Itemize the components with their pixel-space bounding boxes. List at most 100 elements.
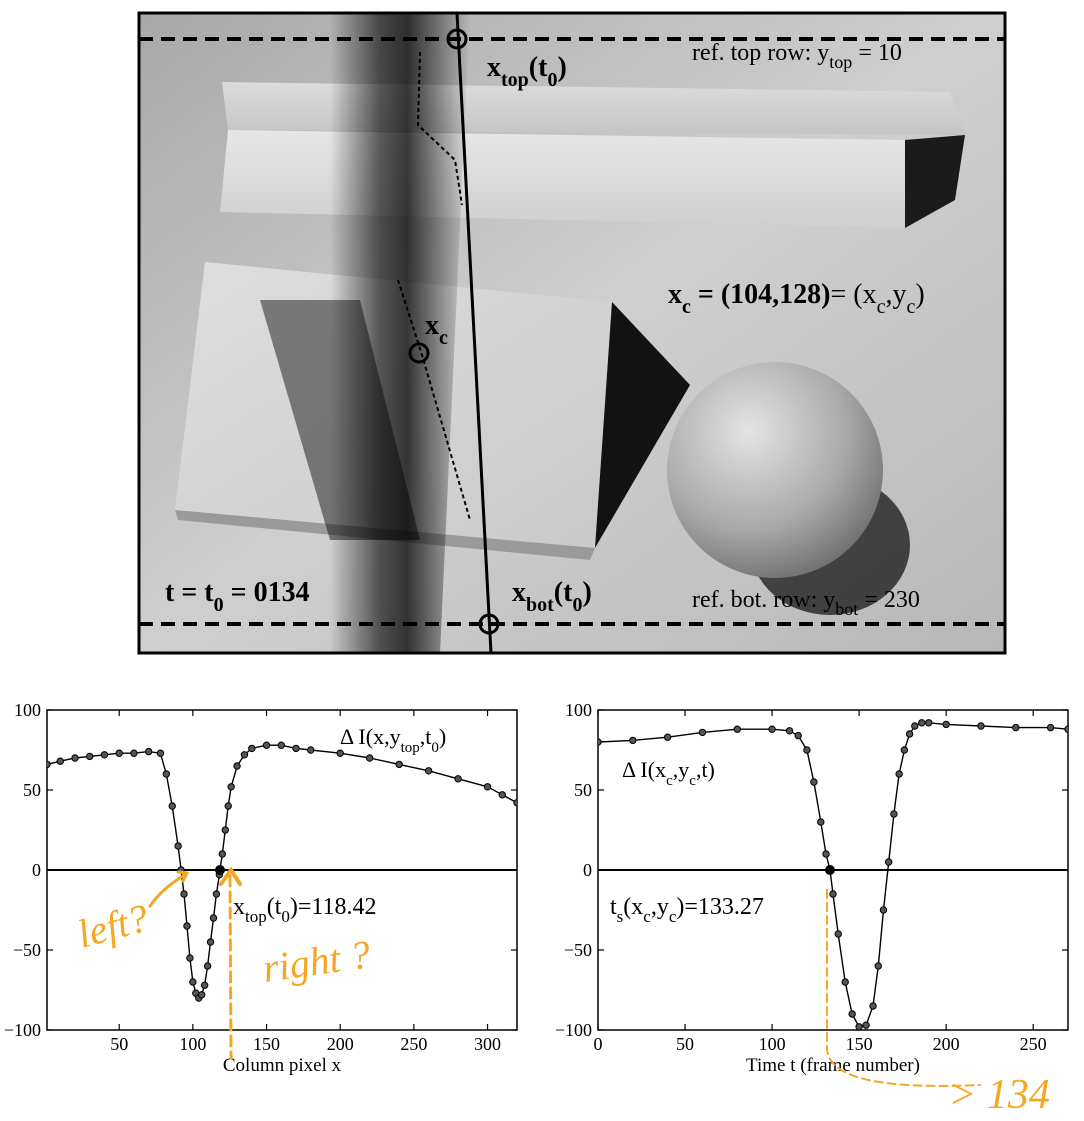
chart-1-xtick-label: 200 bbox=[327, 1034, 354, 1054]
chart-1-xtick-label: 100 bbox=[179, 1034, 206, 1054]
chart-2-point bbox=[698, 728, 707, 737]
chart-1-point bbox=[200, 981, 209, 989]
chart-2-point bbox=[848, 1010, 856, 1018]
chart-1-point bbox=[336, 749, 344, 757]
chart-1-point bbox=[180, 890, 188, 898]
handwritten-right-dash bbox=[228, 874, 233, 1060]
xtop-marker bbox=[446, 28, 468, 50]
chart-1-point bbox=[100, 751, 109, 759]
chart-1-legend: Δ I(x,ytop,t0) bbox=[340, 724, 446, 756]
chart-1-point bbox=[56, 757, 64, 765]
chart-1-annotation: xtop(t0)=118.42 bbox=[233, 894, 377, 926]
chart-2-point bbox=[810, 778, 818, 786]
chart-1-point bbox=[454, 775, 462, 783]
chart-2-point bbox=[663, 733, 672, 741]
xc-equation: xc = (104,128)= (xc,yc) bbox=[668, 279, 925, 318]
chart-2-xtick-label: 200 bbox=[933, 1034, 960, 1054]
shadow-band bbox=[330, 13, 470, 653]
chart-2-point bbox=[855, 1023, 863, 1030]
chart-1-point bbox=[47, 760, 51, 769]
chart-1-xtick-label: 50 bbox=[110, 1034, 128, 1054]
chart-2-point bbox=[598, 738, 602, 746]
chart-1-point bbox=[221, 826, 229, 834]
chart-1-point bbox=[168, 802, 176, 810]
chart-1-point bbox=[174, 842, 182, 850]
chart-1-point bbox=[262, 741, 271, 749]
chart-2-point bbox=[942, 720, 950, 729]
chart-1-point bbox=[233, 762, 241, 770]
chart-2-legend: Δ I(xc,yc,t) bbox=[622, 757, 715, 789]
chart-1-xtick-label: 150 bbox=[253, 1034, 280, 1054]
chart-1-point bbox=[218, 850, 227, 858]
sphere bbox=[667, 362, 910, 615]
chart-1-ytick-label: 50 bbox=[23, 780, 41, 800]
chart-1-ytick-label: −100 bbox=[4, 1020, 41, 1040]
chart-2-xtick-label: 100 bbox=[759, 1034, 786, 1054]
chart-2-point bbox=[829, 890, 837, 898]
chart-1-point bbox=[203, 962, 212, 970]
xc-marker bbox=[408, 342, 430, 364]
chart-2-point bbox=[794, 731, 802, 740]
shadow-plane-line bbox=[455, 12, 493, 654]
chart-2-point bbox=[1064, 725, 1068, 733]
chart-1-point bbox=[162, 770, 171, 778]
handwritten-frame-note: > 134 bbox=[948, 1072, 1050, 1118]
chart-2-point bbox=[885, 858, 893, 866]
chart-2-point bbox=[1046, 723, 1055, 732]
chart-1-point bbox=[365, 754, 374, 762]
chart-2-point bbox=[862, 1021, 870, 1029]
chart-2-point bbox=[733, 725, 741, 733]
ref-bot-label: ref. bot. row: ybot = 230 bbox=[692, 587, 920, 619]
chart-1-point bbox=[424, 767, 433, 775]
chart-2-ytick-label: 100 bbox=[565, 700, 592, 720]
chart-1-point bbox=[115, 749, 123, 757]
chart-2-point bbox=[895, 770, 903, 778]
chart-2-ytick-label: −50 bbox=[564, 940, 592, 960]
chart-1-point bbox=[227, 783, 235, 791]
xbot-label: xbot(t0) bbox=[512, 577, 592, 616]
chart-1-point bbox=[212, 890, 221, 898]
chart-2-point bbox=[822, 850, 830, 858]
chart-2-point bbox=[841, 978, 849, 986]
chart-1-point bbox=[513, 799, 517, 807]
chart-2-point bbox=[890, 810, 898, 818]
chart-2-ytick-label: 50 bbox=[574, 780, 592, 800]
chart-1-zero-crossing-marker bbox=[215, 865, 226, 875]
chart-1-point bbox=[240, 751, 249, 759]
chart-temporal-profile: 0 50 100 150 200 250 100 50 0 −50 −100 Δ I(xc,yc,t… bbox=[555, 700, 1069, 1076]
chart-2-ytick-label: 0 bbox=[583, 860, 592, 880]
chart-2-xtick-label: 150 bbox=[846, 1034, 873, 1054]
chart-1-point bbox=[292, 744, 300, 753]
shadow-edge-top bbox=[416, 51, 463, 206]
chart-2-point bbox=[1012, 723, 1020, 732]
chart-2-xtick-label: 50 bbox=[676, 1034, 694, 1054]
chart-2-point bbox=[905, 730, 914, 738]
chart-2-point bbox=[925, 719, 933, 727]
ref-top-label: ref. top row: ytop = 10 bbox=[692, 40, 902, 72]
time-label: t = t0 = 0134 bbox=[165, 577, 310, 616]
chart-1-ytick-label: −50 bbox=[13, 940, 41, 960]
chart-1-point bbox=[130, 749, 138, 757]
chart-2-xlabel: Time t (frame number) bbox=[746, 1055, 920, 1076]
chart-2-point bbox=[768, 725, 776, 733]
chart-1-xtick-label: 300 bbox=[474, 1034, 501, 1054]
chart-1-point bbox=[186, 954, 194, 962]
handwritten-frame-dash bbox=[826, 889, 981, 1087]
chart-2-xtick-label: 250 bbox=[1020, 1034, 1047, 1054]
chart-2-point bbox=[874, 962, 882, 970]
chart-2-point bbox=[817, 818, 825, 826]
chart-2-point bbox=[918, 719, 926, 727]
chart-1-point bbox=[198, 991, 206, 999]
chart-1-point bbox=[395, 760, 403, 769]
photo-panel: xtop(t0) ref. top row: ytop = 10 xc = (1… bbox=[137, 11, 1007, 655]
chart-1-ytick-label: 100 bbox=[14, 700, 41, 720]
chart-1-point bbox=[189, 978, 197, 986]
photo-frame bbox=[137, 11, 1007, 655]
shadow-edge-lower bbox=[397, 279, 471, 521]
chart-1-point bbox=[498, 791, 506, 799]
chart-1-point bbox=[71, 754, 79, 762]
chart-2-annotation: ts(xc,yc)=133.27 bbox=[610, 894, 764, 926]
xtop-label: xtop(t0) bbox=[487, 52, 567, 91]
chart-1-point bbox=[144, 747, 153, 756]
